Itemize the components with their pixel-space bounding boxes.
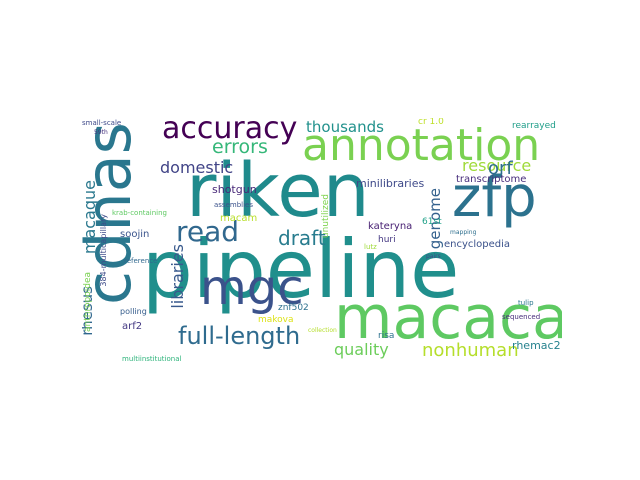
word-znf502: znf502 (278, 303, 309, 313)
word-kateryna: kateryna (368, 221, 413, 232)
word-annotation: annotation (302, 120, 541, 171)
word-assemblies: assemblies (214, 201, 253, 209)
word-makova: makova (258, 315, 294, 325)
word-rhemac2: rhemac2 (512, 339, 561, 352)
word-mgc: mgc (200, 260, 304, 316)
word-mapping: mapping (450, 229, 477, 236)
word-rearrayed: rearrayed (512, 121, 556, 131)
word-macam: macam (220, 213, 258, 224)
word-zfp: zfp (452, 165, 537, 230)
word-orf: orf (488, 158, 513, 179)
word-nonhuman: nonhuman (422, 340, 519, 361)
word-small-scale: small-scale (82, 119, 122, 127)
word-domestic: domestic (160, 158, 234, 177)
word-cloud: riken pipeline cdnas macaca annotation z… (82, 118, 562, 364)
word-macaca: macaca (334, 283, 562, 353)
word-polling: polling (120, 307, 147, 316)
word-riken: riken (186, 148, 370, 234)
word-krab-containing: krab-containing (112, 209, 167, 217)
word-read: read (176, 215, 240, 248)
word-anthropoidea: anthropoidea (83, 272, 93, 332)
word-reference: reference (124, 257, 158, 265)
word-pipeline: pipeline (142, 223, 460, 316)
word-cr-1-0: cr 1.0 (418, 118, 444, 127)
word-multiinstitutional: multiinstitutional (122, 355, 182, 363)
word-384-multicapillary: 384-multicapillary (99, 214, 108, 287)
word-arf2: arf2 (122, 321, 143, 332)
word-59th: 59th (94, 129, 108, 136)
word-encyclopedia: encyclopedia (444, 239, 511, 250)
word-huri: huri (378, 235, 396, 245)
word-thousands: thousands (306, 118, 384, 136)
word-soojin: soojin (120, 229, 150, 240)
word-risa: risa (378, 331, 395, 341)
word-resource: resource (462, 156, 532, 175)
word-pairs: pairs (426, 253, 441, 260)
word-unutilized: unutilized (321, 194, 331, 239)
word-lutz: lutz (364, 243, 377, 251)
word-full-length: full-length (178, 322, 301, 350)
word-transcriptome: transcriptome (456, 174, 527, 185)
word-draft: draft (278, 226, 326, 250)
word-quality: quality (334, 340, 389, 359)
word-61st: 61st (422, 217, 442, 227)
word-minilibraries: minilibraries (356, 177, 425, 190)
word-sequenced: sequenced (502, 313, 541, 321)
word-tulip: tulip (518, 299, 534, 307)
word-collection: collection (308, 327, 337, 334)
word-macaque: macaque (82, 180, 99, 255)
word-shotgun: shotgun (212, 183, 257, 196)
word-accuracy: accuracy (162, 118, 298, 146)
word-libraries: libraries (168, 244, 187, 309)
word-errors: errors (212, 136, 268, 158)
